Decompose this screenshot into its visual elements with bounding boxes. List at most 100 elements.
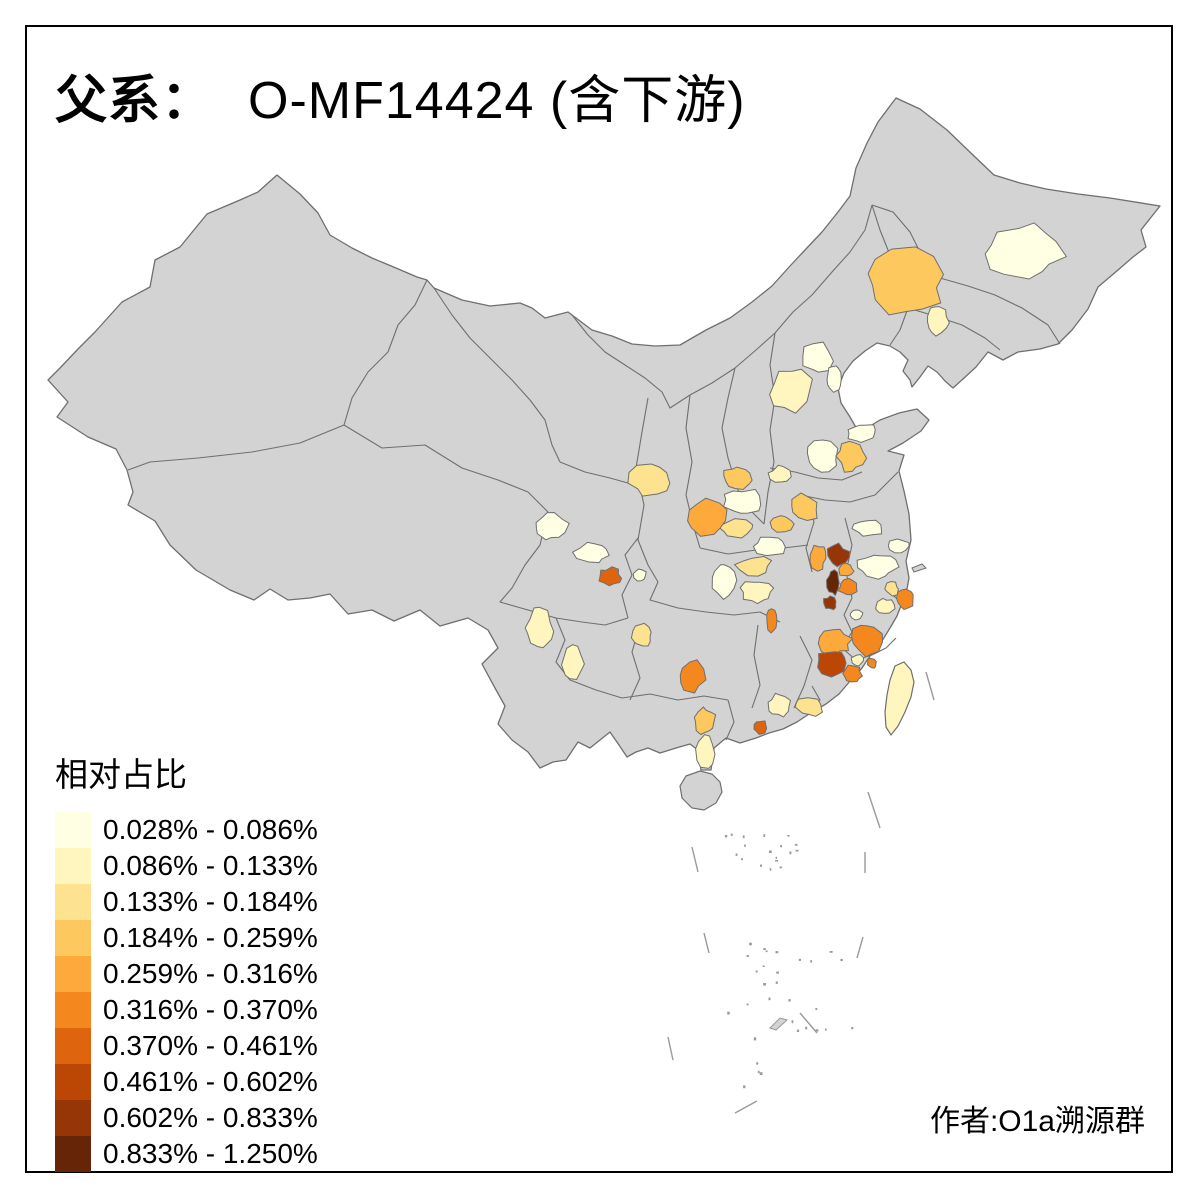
map-region-cls2	[767, 464, 792, 483]
legend-label: 0.086% - 0.133%	[103, 850, 318, 881]
sea-island-speck	[763, 948, 766, 951]
legend-row: 0.133% - 0.184%	[55, 884, 318, 920]
map-region-cls6	[851, 624, 884, 658]
map-region-cls2	[850, 653, 865, 667]
foreign-coastline	[925, 671, 935, 701]
sea-island-speck	[776, 971, 779, 974]
sea-island-speck	[746, 1003, 749, 1006]
map-region-cls2	[695, 734, 716, 769]
map-region-cls3	[733, 555, 773, 577]
legend-label: 0.370% - 0.461%	[103, 1030, 318, 1061]
foreign-coastline	[867, 791, 881, 829]
map-region-cls1	[806, 439, 839, 473]
sea-island-speck	[742, 835, 745, 839]
map-region-cls6	[842, 664, 864, 683]
map-region-cls1	[856, 554, 900, 580]
sea-island-speck	[775, 951, 779, 954]
sea-island-speck	[798, 958, 801, 961]
map-region-cls8	[817, 651, 847, 678]
legend-label: 0.602% - 0.833%	[103, 1102, 318, 1133]
map-region-cls9	[823, 595, 837, 611]
legend-label: 0.461% - 0.602%	[103, 1066, 318, 1097]
legend-label: 0.028% - 0.086%	[103, 814, 318, 845]
map-region-cls6	[895, 588, 914, 611]
legend-label: 0.833% - 1.250%	[103, 1138, 318, 1169]
legend-row: 0.602% - 0.833%	[55, 1100, 318, 1136]
sea-island-speck	[810, 960, 813, 963]
legend-swatch	[55, 1136, 91, 1172]
map-region-cls3	[630, 622, 652, 647]
legend-row: 0.259% - 0.316%	[55, 956, 318, 992]
map-region-cls4	[835, 440, 868, 473]
foreign-coastline	[703, 932, 710, 954]
map-region-cls1	[571, 541, 610, 564]
province-border	[499, 511, 629, 626]
sea-island-speck	[805, 1026, 808, 1030]
map-region-cls4	[693, 706, 717, 736]
sea-island-speck	[735, 853, 738, 856]
map-region-cls1	[984, 222, 1068, 280]
legend-label: 0.259% - 0.316%	[103, 958, 318, 989]
province-border	[595, 689, 729, 701]
map-region-cls1	[847, 424, 876, 444]
map-region-cls10	[825, 569, 840, 597]
sea-island-speck	[794, 843, 798, 846]
sea-island-speck	[796, 1029, 800, 1032]
sea-island-speck	[780, 845, 782, 848]
legend-swatch	[55, 848, 91, 884]
sea-island-speck	[753, 1037, 757, 1041]
sea-island-speck	[840, 958, 843, 962]
province-border	[433, 287, 561, 463]
map-region-cls2	[769, 368, 813, 414]
sea-island-speck	[795, 849, 799, 852]
legend: 相对占比 0.028% - 0.086% 0.086% - 0.133% 0.133…	[55, 748, 318, 1172]
map-region-cls9	[826, 542, 851, 568]
province-border	[555, 617, 597, 691]
sea-island-speck	[787, 835, 790, 837]
sea-island-speck	[762, 965, 765, 967]
legend-row: 0.184% - 0.259%	[55, 920, 318, 956]
map-region-cls5	[809, 544, 827, 572]
taiwan-island	[884, 661, 915, 737]
legend-row: 0.316% - 0.370%	[55, 992, 318, 1028]
sea-island-speck	[757, 1070, 760, 1074]
foreign-coastline	[691, 846, 699, 873]
province-border	[343, 424, 549, 513]
sea-island-speck	[744, 844, 746, 847]
sea-island-speck	[760, 864, 762, 867]
map-region-cls6	[836, 577, 858, 596]
map-region-cls7	[753, 720, 768, 735]
map-region-cls1	[535, 511, 570, 541]
sea-island-speck	[741, 858, 743, 861]
province-border	[751, 624, 761, 709]
sea-island-speck	[749, 942, 752, 946]
sea-island-speck	[775, 856, 778, 859]
foreign-coastline	[734, 1100, 758, 1114]
map-region-cls1	[849, 609, 864, 621]
legend-row: 0.461% - 0.602%	[55, 1064, 318, 1100]
legend-swatch	[55, 812, 91, 848]
map-region-cls1	[711, 564, 738, 601]
sea-island-speck	[727, 1011, 730, 1015]
province-border	[127, 279, 428, 471]
map-region-cls2	[560, 644, 585, 681]
province-border	[799, 471, 899, 503]
map-region-cls2	[926, 306, 950, 337]
map-region-cls2	[875, 597, 896, 614]
map-region-cls3	[884, 580, 899, 597]
legend-swatch	[55, 884, 91, 920]
legend-row: 0.086% - 0.133%	[55, 848, 318, 884]
hainan-island	[679, 770, 723, 811]
map-region-cls6	[866, 657, 877, 669]
chongming-island	[911, 563, 927, 573]
legend-swatch	[55, 920, 91, 956]
sea-island-speck	[755, 970, 758, 973]
legend-title: 相对占比	[55, 758, 187, 794]
map-frame-border	[25, 25, 1173, 1173]
sea-island-speck	[791, 1020, 794, 1024]
map-region-cls3	[627, 463, 671, 497]
province-border	[621, 537, 639, 619]
legend-row: 0.370% - 0.461%	[55, 1028, 318, 1064]
province-border	[793, 635, 813, 709]
sea-island-speck	[788, 999, 791, 1002]
